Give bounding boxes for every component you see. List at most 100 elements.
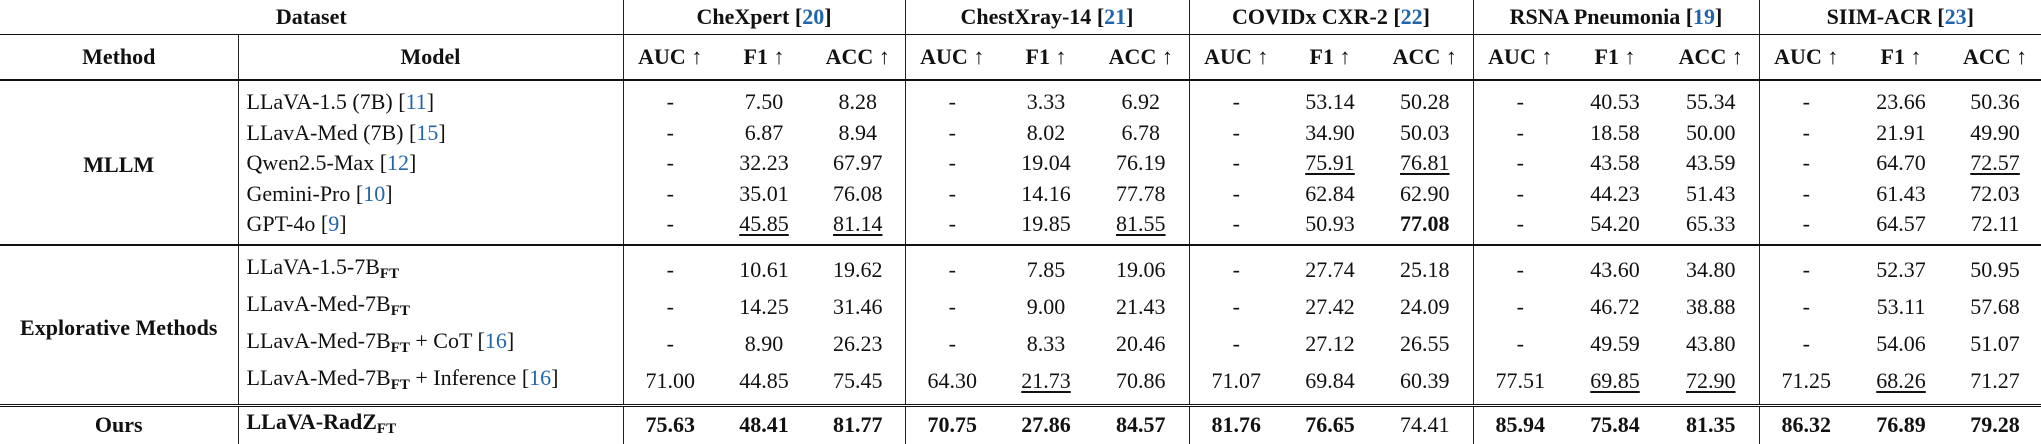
table-cell: 65.33 [1686, 211, 1736, 237]
table-cell: 71.27 [1970, 368, 2020, 393]
table-cell: 77.78 [1116, 180, 1166, 206]
table-cell: - [1188, 117, 1284, 148]
table-cell: 72.03 [1970, 180, 2020, 206]
table-cell: - [1472, 209, 1568, 245]
table-cell: 7.50 [717, 79, 811, 118]
table-cell: 71.25 [1758, 362, 1854, 405]
table-cell: 76.81 [1400, 150, 1450, 176]
model-name: LLavA-Med (7B) [15] [237, 117, 623, 148]
table-cell: - [1472, 79, 1568, 118]
table-row: Qwen2.5-Max [12] -32.23 67.97-19.04 76.19-7… [0, 148, 2041, 179]
table-cell: 40.53 [1567, 79, 1664, 118]
table-row: MLLM LLaVA-1.5 (7B) [11] -7.50 8.28-3.33 6.9… [0, 79, 2041, 245]
table-cell: - [904, 209, 999, 245]
table-cell: - [904, 243, 999, 289]
table-cell: 19.62 [811, 243, 905, 289]
table-row: LLavA-Med-7BFT + CoT [16] -8.90 26.23-8.33… [0, 325, 2041, 363]
table-cell: 51.07 [1970, 331, 2020, 356]
table-cell: 71.00 [622, 362, 717, 405]
table-cell: 86.32 [1758, 403, 1854, 444]
table-cell: 43.59 [1686, 150, 1736, 176]
table-cell: - [1758, 288, 1854, 326]
table-cell: 69.85 [1590, 368, 1640, 393]
table-cell: 34.90 [1305, 119, 1355, 145]
table-cell: - [1188, 148, 1284, 179]
table-cell: 77.08 [1400, 211, 1450, 237]
table-cell: 70.86 [1116, 368, 1166, 393]
table-cell: 50.36 [1949, 79, 2041, 118]
model-name: LLaVA-1.5-7BFT [237, 243, 623, 289]
table-cell: 70.75 [904, 403, 999, 444]
table-cell: 27.74 [1283, 243, 1378, 289]
metric-f1: F1 ↑ [1567, 34, 1664, 80]
table-cell: - [1472, 243, 1568, 289]
table-cell: 43.60 [1567, 243, 1664, 289]
model-name: LLavA-Med-7BFT [237, 288, 623, 326]
table-cell: 32.23 [739, 150, 789, 176]
table-cell: - [904, 178, 999, 209]
metric-f1: F1 ↑ [1853, 34, 1950, 80]
table-cell: - [904, 288, 999, 326]
metric-acc: ACC ↑ [811, 34, 905, 80]
table-cell: 43.58 [1590, 150, 1640, 176]
table-cell: 26.55 [1400, 331, 1450, 356]
table-cell: 54.06 [1876, 331, 1926, 356]
metric-auc: AUC ↑ [1758, 34, 1854, 80]
method-group-label: Explorative Methods [0, 243, 238, 405]
table-row: Gemini-Pro [10] -35.01 76.08-14.16 77.78-62… [0, 178, 2041, 209]
table-cell: 81.14 [833, 211, 883, 237]
table-cell: 20.46 [1116, 331, 1166, 356]
table-cell: - [904, 117, 999, 148]
table-cell: - [1472, 288, 1568, 326]
model-label: Model [237, 34, 623, 80]
table-cell: 68.26 [1876, 368, 1926, 393]
table-cell: 6.87 [744, 119, 784, 145]
table-cell: 46.72 [1590, 294, 1640, 319]
table-cell: 84.57 [1093, 403, 1190, 444]
dataset-header-chexpert: CheXpert [20] [622, 0, 905, 35]
table-cell: - [1188, 325, 1284, 363]
table-cell: 64.30 [904, 362, 999, 405]
table-cell: - [622, 117, 717, 148]
table-cell: - [1188, 209, 1284, 245]
metric-acc: ACC ↑ [1377, 34, 1474, 80]
table-cell: - [1472, 117, 1568, 148]
dataset-header-row: Dataset CheXpert [20] ChestXray-14 [21] … [0, 0, 2041, 35]
table-cell: - [1472, 325, 1568, 363]
table-cell: 19.85 [1021, 211, 1071, 237]
table-cell: 72.90 [1686, 368, 1736, 393]
table-cell: - [622, 325, 717, 363]
table-cell: - [622, 79, 717, 118]
table-cell: 34.80 [1663, 243, 1760, 289]
table-cell: 61.43 [1876, 180, 1926, 206]
table-cell: 18.58 [1590, 119, 1640, 145]
table-cell: 85.94 [1472, 403, 1568, 444]
table-cell: 55.34 [1663, 79, 1760, 118]
table-cell: 81.76 [1188, 403, 1284, 444]
table-cell: 25.18 [1377, 243, 1474, 289]
table-cell: - [622, 243, 717, 289]
table-cell: 19.06 [1093, 243, 1190, 289]
table-cell: 52.37 [1853, 243, 1950, 289]
dataset-label: Dataset [275, 4, 347, 29]
table-cell: - [1758, 209, 1854, 245]
model-name: Gemini-Pro [10] [237, 178, 623, 209]
table-cell: - [1472, 148, 1568, 179]
table-cell: 81.77 [811, 403, 905, 444]
metric-auc: AUC ↑ [904, 34, 999, 80]
table-cell: 53.11 [1876, 294, 1926, 319]
table-row: LLavA-Med-7BFT -14.25 31.46-9.00 21.43-27.4… [0, 288, 2041, 326]
metric-auc: AUC ↑ [1472, 34, 1568, 80]
table-cell: 8.90 [744, 331, 784, 356]
model-name: GPT-4o [9] [237, 209, 623, 245]
table-cell: - [1188, 79, 1284, 118]
model-name: Qwen2.5-Max [12] [237, 148, 623, 179]
dataset-header-covidx: COVIDx CXR-2 [22] [1188, 0, 1474, 35]
table-cell: 75.91 [1305, 150, 1355, 176]
table-cell: - [622, 148, 717, 179]
table-cell: 27.12 [1305, 331, 1355, 356]
model-name: LLaVA-RadZFT [237, 403, 623, 444]
table-cell: 6.92 [1093, 79, 1190, 118]
table-cell: 75.63 [622, 403, 717, 444]
